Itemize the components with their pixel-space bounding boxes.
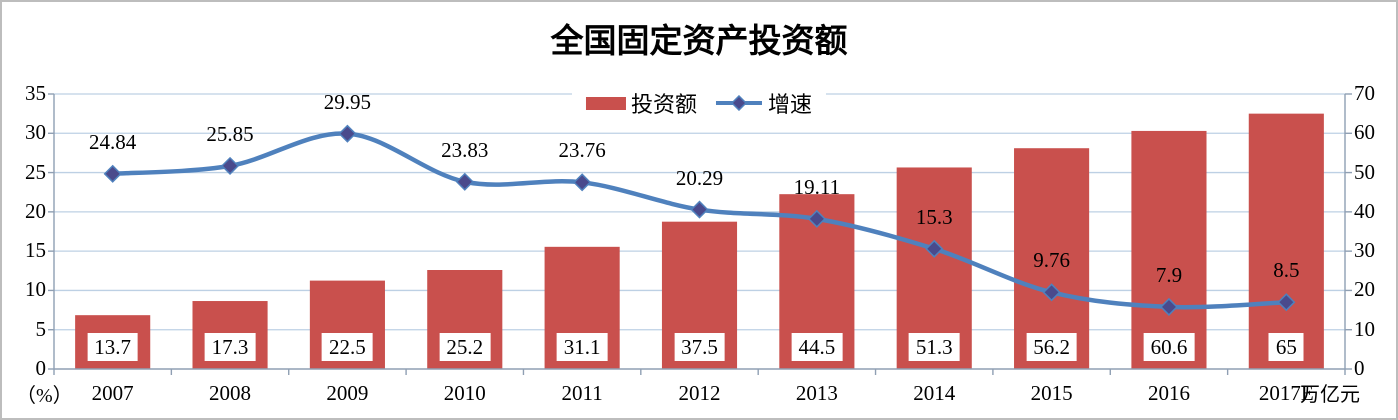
legend-label-growth: 增速: [768, 92, 813, 117]
marker-2013: [807, 209, 826, 228]
line-markers: [103, 124, 1296, 316]
bar-swatch-icon: [585, 96, 626, 110]
bar-2012: [661, 221, 738, 369]
bar-2017E: [1248, 113, 1324, 370]
marker-2014: [925, 239, 944, 258]
marker-2008: [220, 156, 240, 175]
left-axis-unit-label: （%）: [16, 385, 73, 407]
bar-2007: [75, 315, 151, 369]
marker-2007: [103, 164, 122, 183]
bar-series: [75, 113, 1324, 370]
bar-2009: [309, 280, 385, 369]
bar-2015: [1014, 148, 1090, 369]
marker-2016: [1159, 297, 1179, 316]
marker-2010: [455, 172, 474, 191]
legend: 投资额 增速: [571, 85, 827, 121]
axes: [48, 93, 1352, 375]
chart-title: 全国固定资产投资额: [550, 21, 848, 60]
bar-2011: [544, 246, 620, 369]
bar-2008: [192, 301, 268, 369]
bar-2014: [896, 167, 972, 369]
bar-2010: [427, 270, 503, 369]
legend-item-investment: 投资额: [585, 87, 697, 119]
marker-2011: [573, 173, 592, 192]
marker-2009: [338, 124, 357, 143]
marker-2015: [1042, 283, 1061, 302]
right-axis-unit-label: 万亿元: [1300, 384, 1360, 406]
line-diamond-swatch-icon: [716, 95, 762, 111]
legend-item-growth: 增速: [715, 87, 812, 119]
marker-2017E: [1277, 293, 1296, 312]
marker-2012: [690, 200, 709, 219]
legend-label-investment: 投资额: [630, 92, 697, 117]
bar-2016: [1131, 130, 1207, 369]
